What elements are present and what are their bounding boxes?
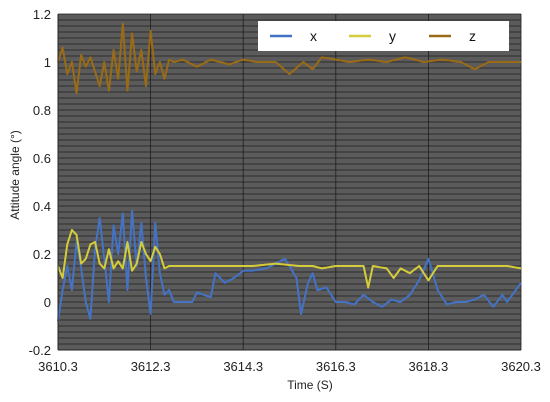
y-axis-label: Attitude angle (°) [8,130,22,220]
x-tick-label: 3616.3 [316,359,356,374]
legend: x y z [258,21,509,51]
x-tick-label: 3612.3 [131,359,171,374]
series-x-line [57,209,522,322]
y-tick-label: 1.2 [33,7,51,22]
series-y-line [57,229,522,289]
x-tick-label: 3610.3 [38,359,78,374]
x-tick-label: 3618.3 [409,359,449,374]
y-tick-label: 0 [44,295,51,310]
x-tick-label: 3614.3 [223,359,263,374]
x-axis-label: Time (S) [287,378,333,392]
y-tick-label: 0.2 [33,247,51,262]
y-tick-labels: -0.2 0 0.2 0.4 0.6 0.8 1 1.2 [29,7,51,358]
series-z-line [57,22,521,95]
x-tick-label: 3620.3 [501,359,541,374]
legend-label-z: z [469,28,476,44]
y-tick-label: 0.6 [33,151,51,166]
y-tick-label: 0.8 [33,103,51,118]
y-tick-label: 0.4 [33,199,51,214]
y-tick-label: -0.2 [29,343,51,358]
x-tick-labels: 3610.3 3612.3 3614.3 3616.3 3618.3 3620.3 [38,359,541,374]
series-layer [57,22,522,322]
legend-box [258,21,509,51]
legend-label-x: x [310,28,317,44]
legend-label-y: y [389,28,396,44]
y-tick-label: 1 [44,55,51,70]
